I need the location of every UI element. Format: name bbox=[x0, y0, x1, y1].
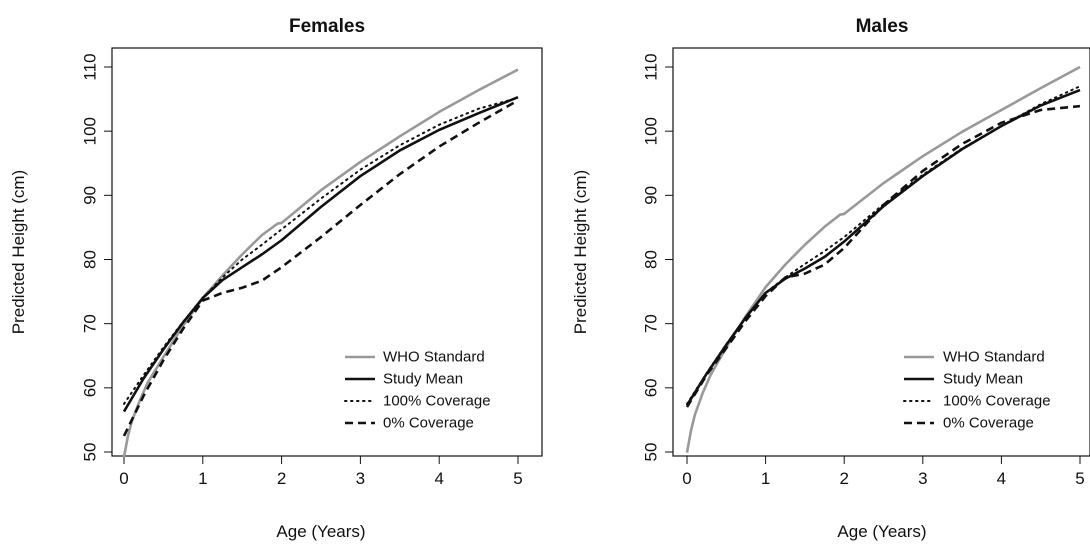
females-legend-label-study-mean: Study Mean bbox=[383, 371, 463, 388]
males-series-0pct-coverage bbox=[685, 104, 1081, 408]
males-y-tick-label: 70 bbox=[642, 314, 661, 333]
males-y-axis-label: Predicted Height (cm) bbox=[571, 170, 590, 334]
females-y-axis-label: Predicted Height (cm) bbox=[9, 170, 28, 334]
females-legend-label-who-standard: WHO Standard bbox=[383, 349, 485, 366]
males-x-tick-label: 5 bbox=[1075, 469, 1084, 488]
males-x-tick-label: 3 bbox=[918, 469, 927, 488]
males-x-tick-label: 1 bbox=[761, 469, 770, 488]
chart-panel-males: Males Predicted Height (cm) Age (Years) 0 1 2… bbox=[571, 16, 1090, 541]
males-chart-title: Males bbox=[856, 16, 909, 37]
females-x-tick-label: 5 bbox=[513, 469, 522, 488]
females-legend-label-100pct-coverage: 100% Coverage bbox=[383, 393, 491, 410]
females-x-tick-label: 3 bbox=[356, 469, 365, 488]
males-y-tick-label: 50 bbox=[642, 443, 661, 462]
females-y-tick-label: 70 bbox=[81, 314, 100, 333]
females-series-who-standard bbox=[122, 68, 519, 458]
females-series-100pct-coverage bbox=[123, 96, 519, 405]
males-series-100pct-coverage bbox=[686, 85, 1081, 405]
females-x-tick-label: 1 bbox=[198, 469, 207, 488]
males-y-tick-label: 80 bbox=[642, 250, 661, 269]
males-y-tick-label: 100 bbox=[642, 117, 661, 145]
females-y-tick-label: 80 bbox=[81, 250, 100, 269]
males-x-tick-label: 2 bbox=[839, 469, 848, 488]
females-y-tick-label: 50 bbox=[81, 443, 100, 462]
females-legend-label-0pct-coverage: 0% Coverage bbox=[383, 415, 474, 432]
males-legend-label-study-mean: Study Mean bbox=[943, 371, 1023, 388]
males-x-tick-label: 4 bbox=[997, 469, 1006, 488]
males-series-who-standard bbox=[685, 65, 1081, 453]
females-y-tick-label: 90 bbox=[81, 186, 100, 205]
males-y-tick-label: 90 bbox=[642, 186, 661, 205]
males-y-tick-label: 60 bbox=[642, 378, 661, 397]
males-legend-label-who-standard: WHO Standard bbox=[943, 349, 1045, 366]
males-legend-label-100pct-coverage: 100% Coverage bbox=[943, 393, 1051, 410]
females-series-0pct-coverage bbox=[122, 99, 519, 437]
males-x-axis-label: Age (Years) bbox=[837, 522, 926, 541]
females-y-tick-label: 110 bbox=[81, 53, 100, 80]
chart-panel-females: Females Predicted Height (cm) Age (Years) 0… bbox=[9, 16, 543, 541]
females-y-tick-label: 60 bbox=[81, 378, 100, 397]
females-x-tick-label: 2 bbox=[277, 469, 286, 488]
females-chart-title: Females bbox=[289, 16, 365, 37]
females-x-axis-label: Age (Years) bbox=[276, 522, 365, 541]
females-y-tick-label: 100 bbox=[81, 117, 100, 145]
males-legend-label-0pct-coverage: 0% Coverage bbox=[943, 415, 1034, 432]
males-x-tick-label: 0 bbox=[682, 469, 691, 488]
females-x-tick-label: 4 bbox=[434, 469, 443, 488]
males-y-tick-label: 110 bbox=[642, 53, 661, 80]
females-x-tick-label: 0 bbox=[119, 469, 128, 488]
